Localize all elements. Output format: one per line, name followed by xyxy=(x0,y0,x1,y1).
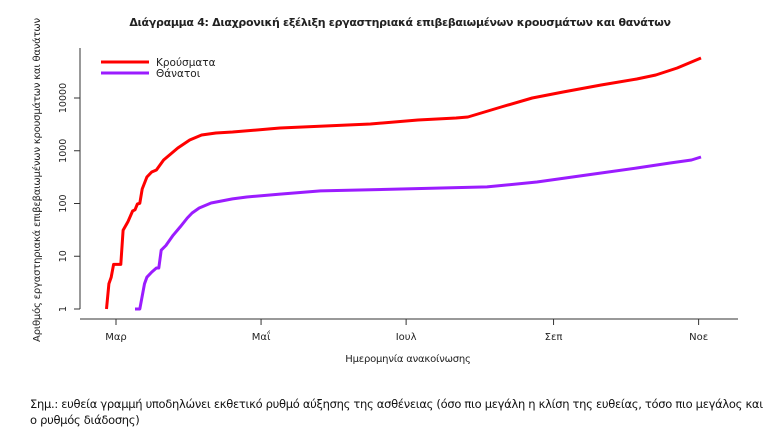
legend: Κρούσματα Θάνατοι xyxy=(101,57,216,80)
y-axis-label: Αριθμός εργαστηριακά επιβεβαιωμένων κρου… xyxy=(31,17,43,342)
y-tick-label: 100 xyxy=(58,194,69,212)
series-lines xyxy=(105,56,702,311)
y-tick-label: 10 xyxy=(58,250,69,262)
legend-label-cases: Κρούσματα xyxy=(156,57,216,69)
x-tick-label: Μαΐ xyxy=(252,329,271,343)
x-axis-label: Ημερομηνία ανακοίνωσης xyxy=(345,353,470,365)
series-line-cases xyxy=(105,56,702,310)
x-ticks: Μαρ Μαΐ Ιουλ Σεπ Νοε xyxy=(105,319,708,343)
y-tick-label: 1000 xyxy=(58,139,69,163)
y-ticks: 1 10 100 1000 10000 xyxy=(58,83,80,312)
series-line-deaths xyxy=(135,155,702,311)
chart-note: Σημ.: ευθεία γραμμή υποδηλώνει εκθετικό … xyxy=(30,397,763,427)
x-tick-label: Σεπ xyxy=(545,332,563,343)
chart-title: Διάγραμμα 4: Διαχρονική εξέλιξη εργαστηρ… xyxy=(129,16,670,29)
x-tick-label: Νοε xyxy=(689,332,708,343)
y-tick-label: 10000 xyxy=(58,83,69,113)
x-tick-label: Μαρ xyxy=(105,332,127,343)
legend-label-deaths: Θάνατοι xyxy=(156,68,201,80)
y-tick-label: 1 xyxy=(58,306,69,312)
x-tick-label: Ιουλ xyxy=(396,332,417,343)
